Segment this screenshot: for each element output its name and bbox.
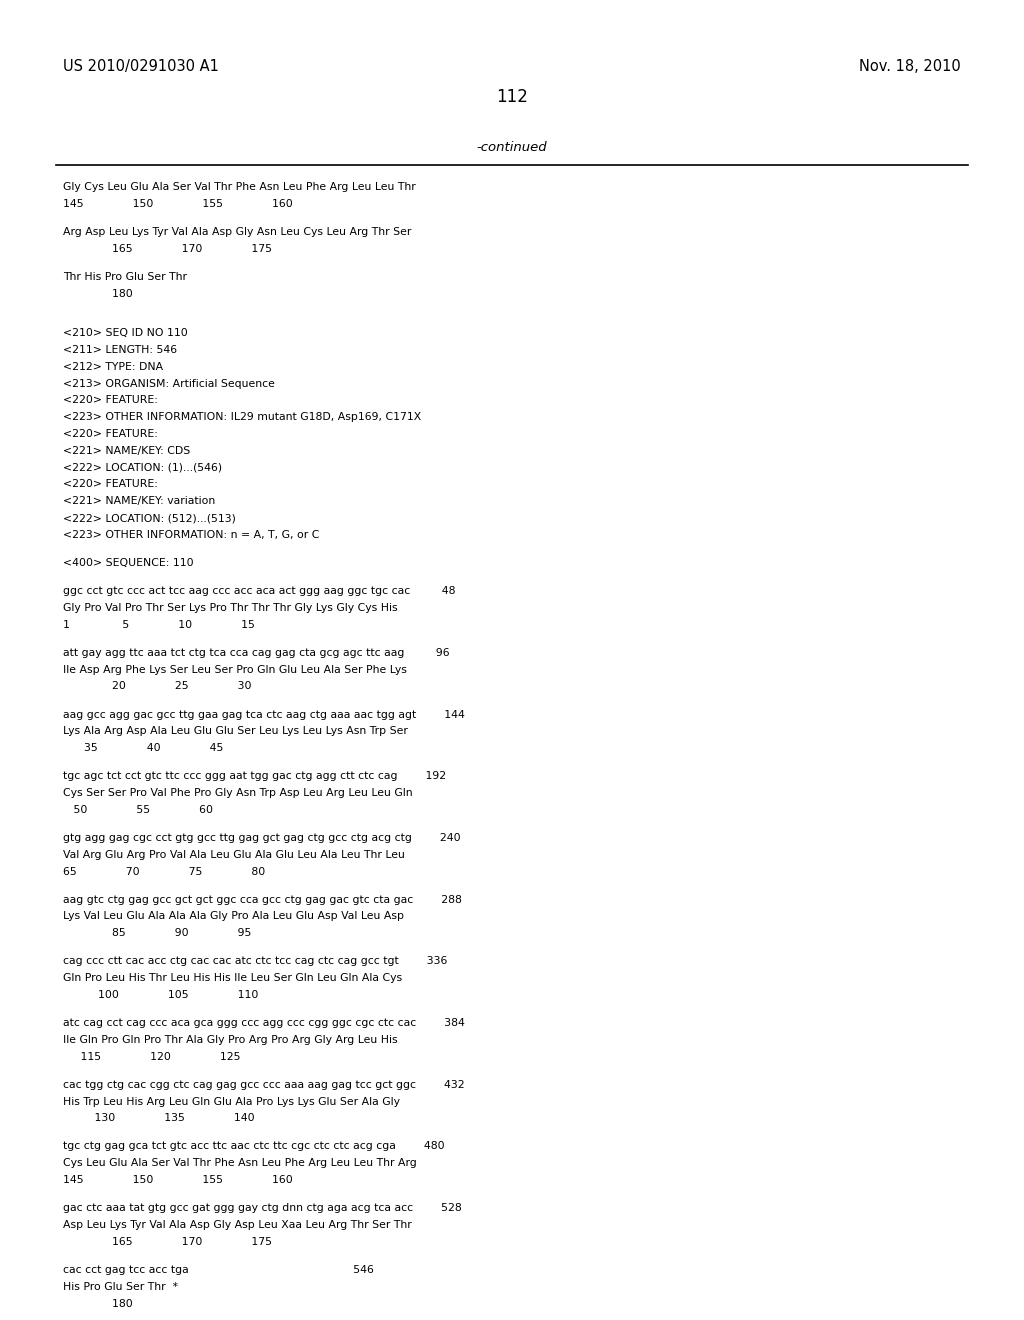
Text: US 2010/0291030 A1: US 2010/0291030 A1 (63, 59, 219, 74)
Text: atc cag cct cag ccc aca gca ggg ccc agg ccc cgg ggc cgc ctc cac        384: atc cag cct cag ccc aca gca ggg ccc agg … (63, 1018, 465, 1028)
Text: <220> FEATURE:: <220> FEATURE: (63, 396, 159, 405)
Text: Gly Pro Val Pro Thr Ser Lys Pro Thr Thr Thr Gly Lys Gly Cys His: Gly Pro Val Pro Thr Ser Lys Pro Thr Thr … (63, 603, 398, 612)
Text: 35              40              45: 35 40 45 (63, 743, 224, 754)
Text: 85              90              95: 85 90 95 (63, 928, 252, 939)
Text: Cys Leu Glu Ala Ser Val Thr Phe Asn Leu Phe Arg Leu Leu Thr Arg: Cys Leu Glu Ala Ser Val Thr Phe Asn Leu … (63, 1159, 417, 1168)
Text: ggc cct gtc ccc act tcc aag ccc acc aca act ggg aag ggc tgc cac         48: ggc cct gtc ccc act tcc aag ccc acc aca … (63, 586, 456, 597)
Text: <223> OTHER INFORMATION: n = A, T, G, or C: <223> OTHER INFORMATION: n = A, T, G, or… (63, 531, 319, 540)
Text: 20              25              30: 20 25 30 (63, 681, 252, 692)
Text: Val Arg Glu Arg Pro Val Ala Leu Glu Ala Glu Leu Ala Leu Thr Leu: Val Arg Glu Arg Pro Val Ala Leu Glu Ala … (63, 850, 406, 859)
Text: Gln Pro Leu His Thr Leu His His Ile Leu Ser Gln Leu Gln Ala Cys: Gln Pro Leu His Thr Leu His His Ile Leu … (63, 973, 402, 983)
Text: <211> LENGTH: 546: <211> LENGTH: 546 (63, 345, 177, 355)
Text: att gay agg ttc aaa tct ctg tca cca cag gag cta gcg agc ttc aag         96: att gay agg ttc aaa tct ctg tca cca cag … (63, 648, 451, 657)
Text: Thr His Pro Glu Ser Thr: Thr His Pro Glu Ser Thr (63, 272, 187, 282)
Text: tgc agc tct cct gtc ttc ccc ggg aat tgg gac ctg agg ctt ctc cag        192: tgc agc tct cct gtc ttc ccc ggg aat tgg … (63, 771, 446, 781)
Text: 100              105              110: 100 105 110 (63, 990, 259, 1001)
Text: Nov. 18, 2010: Nov. 18, 2010 (859, 59, 961, 74)
Text: <221> NAME/KEY: CDS: <221> NAME/KEY: CDS (63, 446, 190, 455)
Text: <400> SEQUENCE: 110: <400> SEQUENCE: 110 (63, 558, 195, 568)
Text: <220> FEATURE:: <220> FEATURE: (63, 429, 159, 440)
Text: aag gtc ctg gag gcc gct gct ggc cca gcc ctg gag gac gtc cta gac        288: aag gtc ctg gag gcc gct gct ggc cca gcc … (63, 895, 463, 904)
Text: Lys Val Leu Glu Ala Ala Ala Gly Pro Ala Leu Glu Asp Val Leu Asp: Lys Val Leu Glu Ala Ala Ala Gly Pro Ala … (63, 912, 404, 921)
Text: 65              70              75              80: 65 70 75 80 (63, 867, 266, 876)
Text: <222> LOCATION: (1)...(546): <222> LOCATION: (1)...(546) (63, 463, 222, 473)
Text: cag ccc ctt cac acc ctg cac cac atc ctc tcc cag ctc cag gcc tgt        336: cag ccc ctt cac acc ctg cac cac atc ctc … (63, 957, 447, 966)
Text: 112: 112 (496, 88, 528, 107)
Text: Asp Leu Lys Tyr Val Ala Asp Gly Asp Leu Xaa Leu Arg Thr Ser Thr: Asp Leu Lys Tyr Val Ala Asp Gly Asp Leu … (63, 1220, 413, 1230)
Text: cac cct gag tcc acc tga                                               546: cac cct gag tcc acc tga 546 (63, 1265, 375, 1275)
Text: <222> LOCATION: (512)...(513): <222> LOCATION: (512)...(513) (63, 513, 237, 523)
Text: 50              55              60: 50 55 60 (63, 805, 213, 814)
Text: 1               5              10              15: 1 5 10 15 (63, 620, 255, 630)
Text: 165              170              175: 165 170 175 (63, 1237, 272, 1247)
Text: 130              135              140: 130 135 140 (63, 1114, 255, 1123)
Text: <220> FEATURE:: <220> FEATURE: (63, 479, 159, 490)
Text: gac ctc aaa tat gtg gcc gat ggg gay ctg dnn ctg aga acg tca acc        528: gac ctc aaa tat gtg gcc gat ggg gay ctg … (63, 1204, 462, 1213)
Text: 180: 180 (63, 1299, 133, 1308)
Text: 115              120              125: 115 120 125 (63, 1052, 241, 1061)
Text: -continued: -continued (477, 141, 547, 154)
Text: His Pro Glu Ser Thr  *: His Pro Glu Ser Thr * (63, 1282, 178, 1292)
Text: 145              150              155              160: 145 150 155 160 (63, 199, 293, 209)
Text: His Trp Leu His Arg Leu Gln Glu Ala Pro Lys Lys Glu Ser Ala Gly: His Trp Leu His Arg Leu Gln Glu Ala Pro … (63, 1097, 400, 1106)
Text: <213> ORGANISM: Artificial Sequence: <213> ORGANISM: Artificial Sequence (63, 379, 275, 388)
Text: Ile Gln Pro Gln Pro Thr Ala Gly Pro Arg Pro Arg Gly Arg Leu His: Ile Gln Pro Gln Pro Thr Ala Gly Pro Arg … (63, 1035, 398, 1045)
Text: Ile Asp Arg Phe Lys Ser Leu Ser Pro Gln Glu Leu Ala Ser Phe Lys: Ile Asp Arg Phe Lys Ser Leu Ser Pro Gln … (63, 665, 408, 675)
Text: aag gcc agg gac gcc ttg gaa gag tca ctc aag ctg aaa aac tgg agt        144: aag gcc agg gac gcc ttg gaa gag tca ctc … (63, 710, 465, 719)
Text: 180: 180 (63, 289, 133, 298)
Text: <212> TYPE: DNA: <212> TYPE: DNA (63, 362, 164, 372)
Text: Gly Cys Leu Glu Ala Ser Val Thr Phe Asn Leu Phe Arg Leu Leu Thr: Gly Cys Leu Glu Ala Ser Val Thr Phe Asn … (63, 182, 416, 193)
Text: tgc ctg gag gca tct gtc acc ttc aac ctc ttc cgc ctc ctc acg cga        480: tgc ctg gag gca tct gtc acc ttc aac ctc … (63, 1142, 445, 1151)
Text: 165              170              175: 165 170 175 (63, 244, 272, 253)
Text: <223> OTHER INFORMATION: IL29 mutant G18D, Asp169, C171X: <223> OTHER INFORMATION: IL29 mutant G18… (63, 412, 422, 422)
Text: 145              150              155              160: 145 150 155 160 (63, 1175, 293, 1185)
Text: Arg Asp Leu Lys Tyr Val Ala Asp Gly Asn Leu Cys Leu Arg Thr Ser: Arg Asp Leu Lys Tyr Val Ala Asp Gly Asn … (63, 227, 412, 238)
Text: Lys Ala Arg Asp Ala Leu Glu Glu Ser Leu Lys Leu Lys Asn Trp Ser: Lys Ala Arg Asp Ala Leu Glu Glu Ser Leu … (63, 726, 409, 737)
Text: cac tgg ctg cac cgg ctc cag gag gcc ccc aaa aag gag tcc gct ggc        432: cac tgg ctg cac cgg ctc cag gag gcc ccc … (63, 1080, 465, 1090)
Text: Cys Ser Ser Pro Val Phe Pro Gly Asn Trp Asp Leu Arg Leu Leu Gln: Cys Ser Ser Pro Val Phe Pro Gly Asn Trp … (63, 788, 413, 799)
Text: <221> NAME/KEY: variation: <221> NAME/KEY: variation (63, 496, 216, 507)
Text: <210> SEQ ID NO 110: <210> SEQ ID NO 110 (63, 329, 188, 338)
Text: gtg agg gag cgc cct gtg gcc ttg gag gct gag ctg gcc ctg acg ctg        240: gtg agg gag cgc cct gtg gcc ttg gag gct … (63, 833, 461, 843)
